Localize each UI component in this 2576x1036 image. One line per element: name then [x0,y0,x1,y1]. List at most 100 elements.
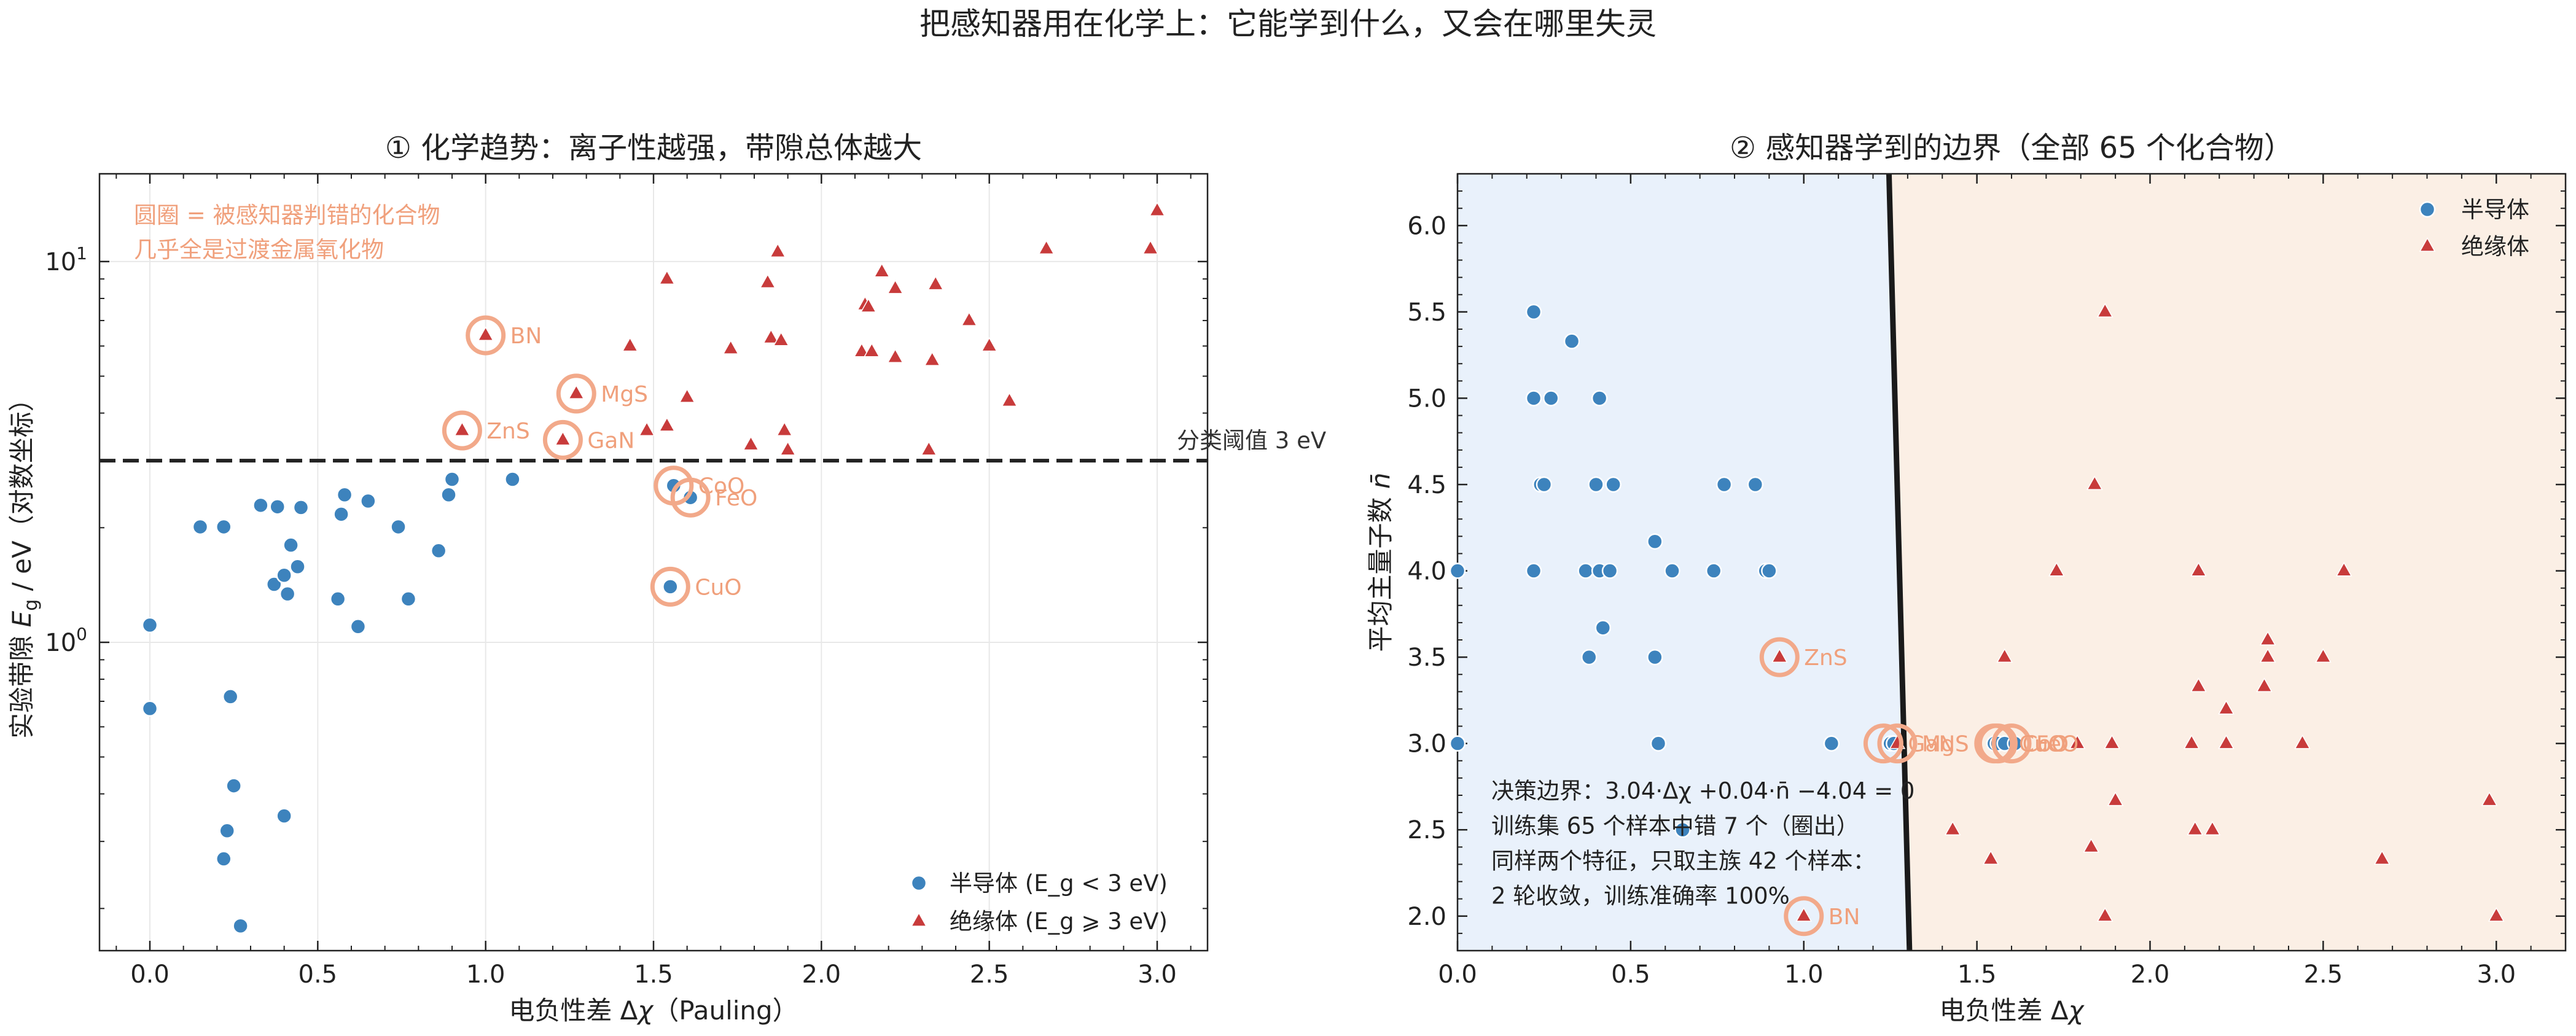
insulator-point [2187,820,2204,836]
x-tick-label: 1.5 [1957,960,1997,989]
y-axis-label-suffix: / eV（对数坐标） [7,386,37,599]
semiconductor-point [1605,476,1622,493]
threshold-label: 分类阈值 3 eV [1177,427,1326,454]
semiconductor-point [1647,533,1663,550]
semiconductor-point [329,591,346,607]
semiconductor-point [390,518,407,536]
x-tick-label: 2.5 [2304,960,2343,989]
insulator-point [769,243,786,258]
annotation-line: 圆圈 = 被感知器判错的化合物 [134,202,440,228]
x-axis-label-prefix: 电负性差 Δ [1940,995,2069,1026]
panel-title: ② 感知器学到的边界（全部 65 个化合物） [1730,131,2293,165]
x-tick-label: 0.0 [1438,960,1477,989]
insulator-point [1001,392,1018,407]
semiconductor-point [1591,390,1608,407]
y-tick-label: 4.5 [1407,471,1446,499]
x-axis-label-var: χ [636,995,654,1026]
insulator-point [555,430,571,446]
insulator-point [2335,561,2352,577]
x-tick-label: 0.5 [299,960,338,989]
y-tick-exp: 0 [76,624,87,644]
semiconductor-point [1536,476,1553,493]
semiconductor-point [269,498,286,515]
x-tick-label: 2.0 [2131,960,2170,989]
semiconductor-point [222,688,239,705]
panel-title: ① 化学趋势：离子性越强，带隙总体越大 [385,131,922,165]
legend-label-insulator: 绝缘体 [2461,233,2529,260]
misclassified-label: MgS [601,382,648,407]
semiconductor-point [1747,476,1764,493]
semiconductor-point [276,567,292,584]
insulator-point [2259,631,2276,645]
y-tick-base: 10 [45,629,76,657]
semiconductor-point [333,506,349,523]
x-axis-label-prefix: 电负性差 Δ [509,995,638,1026]
semiconductor-point [225,777,242,794]
semiconductor-point [440,486,457,503]
misclassified-circle [1974,723,2015,764]
legend-label-semiconductor: 半导体 (E_g < 3 eV) [950,870,1168,897]
insulator-point [658,270,676,285]
semiconductor-point [1563,333,1580,349]
insulator-point [2086,475,2103,490]
misclassified-circle [1863,723,1903,764]
insulator-point [2096,907,2113,922]
insulator-point [2373,850,2391,865]
region-insulator [1889,174,2566,951]
annotation-line: 决策边界：3.04·Δχ +0.04·n̄ −4.04 = 0 [1491,778,1914,804]
semiconductor-point [1577,563,1594,579]
insulator-point [658,416,676,432]
y-tick-label: 5.0 [1407,384,1446,413]
misclassified-circle [466,315,506,356]
annotation-line: 2 轮收敛，训练准确率 100% [1491,883,1790,909]
semiconductor-point [400,591,417,607]
insulator-point [2107,791,2124,806]
semiconductor-point [1674,821,1691,838]
semiconductor-point [1449,735,1466,752]
annotation-line: 训练集 65 个样本中错 7 个（圈出） [1491,813,1859,839]
y-axis-label: 实验带隙 Eg / eV（对数坐标） [7,386,42,738]
misclassified-label: CuO [2019,732,2066,757]
insulator-point [638,421,655,436]
insulator-point [622,337,639,352]
semiconductor-point [349,618,367,635]
insulator-point [981,337,997,352]
insulator-point [2069,734,2086,749]
y-axis-label-sub: g [20,599,42,611]
misclassified-label: MgS [1922,732,1969,757]
y-tick-label: 3.5 [1407,644,1446,672]
semiconductor-point [1650,735,1667,752]
insulator-point [2190,677,2207,692]
misclassified-label: CuO [695,575,741,600]
x-axis-label-suffix: （Pauling） [653,995,798,1026]
insulator-point [1142,240,1159,255]
semiconductor-point [1705,563,1722,579]
semiconductor-point [219,822,235,839]
insulator-point [722,340,740,354]
misclassified-circle [1759,637,1800,677]
misclassified-label: BN [1829,905,1860,930]
insulator-point [779,440,796,456]
misclassified-circle [1784,896,1824,937]
insulator-point [2218,734,2234,749]
semiconductor-point [192,518,209,536]
legend-marker-insulator [910,912,927,927]
insulator-point [920,440,937,456]
insulator-point [2204,820,2221,836]
semiconductor-point [1647,648,1663,666]
semiconductor-point [1761,563,1778,579]
legend-marker-semiconductor [910,874,927,892]
x-tick-label: 1.5 [634,960,673,989]
insulator-point [1982,850,1999,865]
insulator-point [568,384,585,399]
misclassified-label: FeO [2036,732,2078,757]
insulator-point [776,421,793,436]
x-axis-label: 电负性差 Δχ [1940,995,2085,1026]
y-tick-label: 3.0 [1407,730,1446,758]
region-semiconductor [1458,174,1910,951]
insulator-point [759,273,776,289]
y-tick-label: 101 [45,243,87,276]
y-tick-label: 5.5 [1407,298,1446,327]
misclassified-label: ZnS [486,419,529,444]
